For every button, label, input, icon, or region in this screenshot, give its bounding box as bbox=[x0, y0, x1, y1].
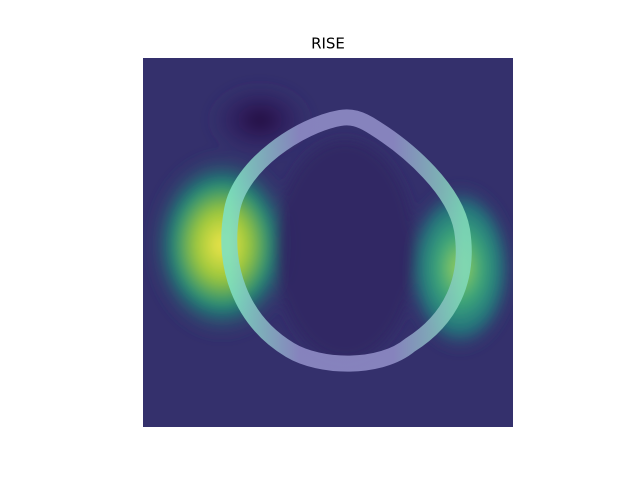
chart-title: RISE bbox=[311, 35, 345, 53]
digit-outline bbox=[221, 109, 472, 372]
heatmap bbox=[143, 58, 513, 427]
